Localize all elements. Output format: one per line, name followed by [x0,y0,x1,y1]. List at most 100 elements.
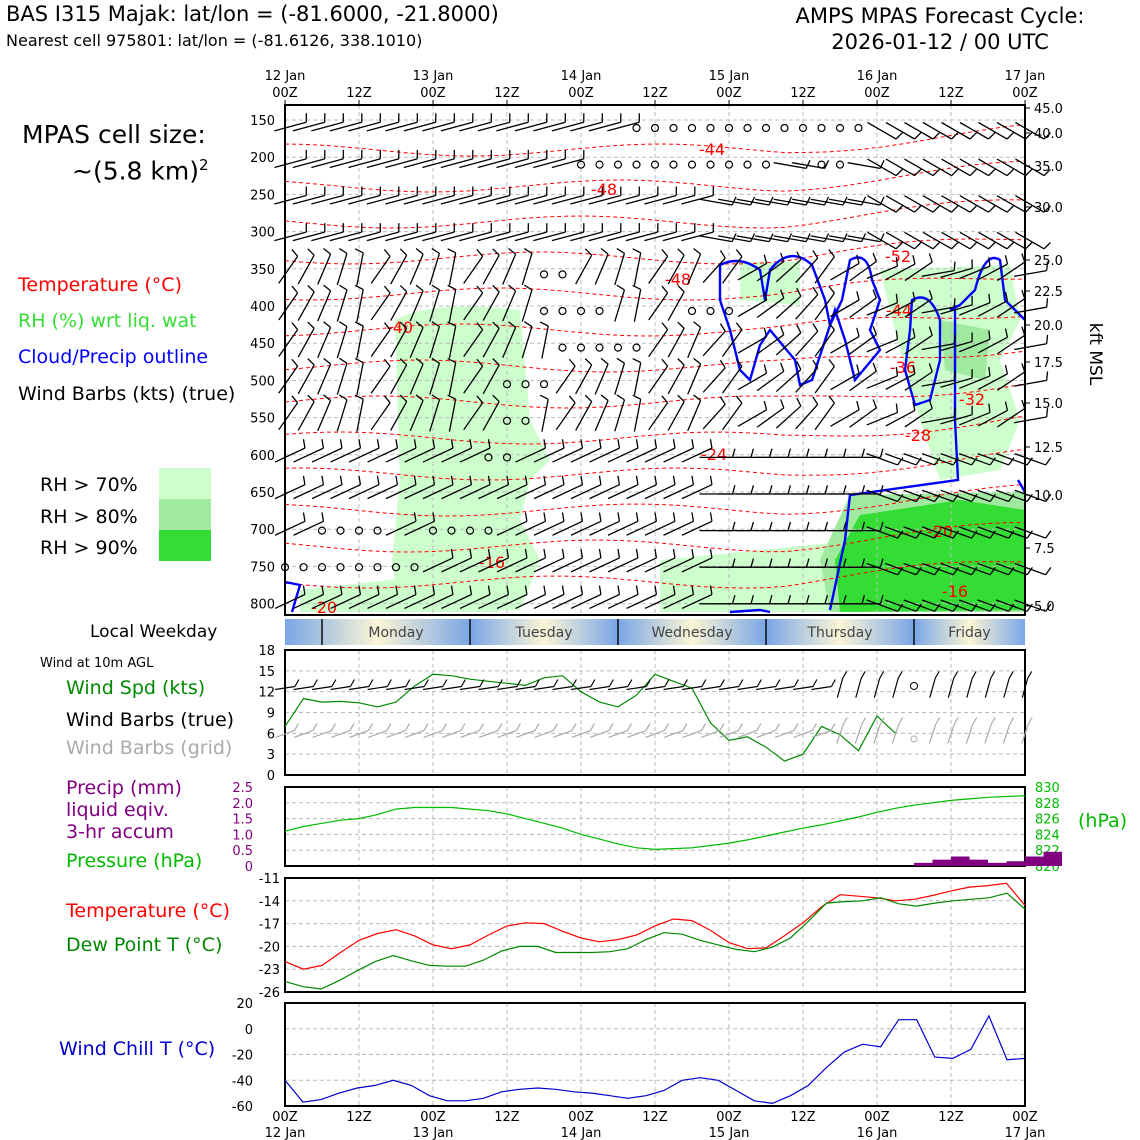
wind-barb-flag [988,330,991,340]
wind-barb [390,291,408,321]
wind-barb [366,158,399,169]
wind-barb [336,253,348,286]
wind-barb-flag [376,585,380,595]
wind-barb [884,489,917,503]
wind-barb [477,194,510,205]
top-hour-tick: 12Z [346,86,372,101]
wind-barb-flag [1045,457,1052,466]
wind-barb [867,231,897,250]
wind-barb-flag [805,485,810,495]
wind-barb-flag [787,233,793,242]
wind-barb-grid [663,730,684,738]
wind-barb-true [1021,678,1029,698]
wind-barb-flag [796,251,802,260]
wind-barb [792,198,825,206]
wind-barb [317,290,332,322]
calm-wind-marker [817,160,826,169]
wind-ytick: 15 [258,665,275,680]
wind-barb [773,235,807,243]
wind-barb-true-flag [479,679,485,687]
wind-barb [297,364,315,395]
wind-barb [663,447,694,463]
wind-barb-true-flag [349,679,355,687]
wind-barb-true [608,685,628,691]
wind-barb-true [719,685,739,691]
wind-barb-true [404,685,425,691]
wind-barb [385,121,418,132]
wind-barb [814,366,835,394]
kft-tick-label: 25.0 [1034,254,1063,269]
cloud-outline-2 [949,256,1026,321]
wind-barb [441,557,472,573]
wind-barb-grid-flag [861,717,867,725]
wind-barb [996,231,1026,250]
wind-barb-flag [677,321,685,329]
wind-barb-flag [735,322,743,331]
wind-barb-flag [506,585,510,595]
wind-barb-flag [677,248,685,256]
wind-barb [614,399,626,432]
wind-barb [921,269,955,277]
wind-barb [903,599,935,612]
kft-tick-label: 45.0 [1034,102,1063,117]
wind-barb-flag [431,321,440,328]
wind-speed-line [284,673,896,762]
wind-barb-grid [984,724,992,744]
wind-barb-flag [1025,132,1033,140]
wind-barb [795,330,819,357]
wind-barb-grid-flag [737,723,743,731]
wind-barb-flag [354,394,364,400]
temperature-contour-7 [284,383,1026,409]
wind-barb [667,254,685,285]
wind-barb-flag [693,321,702,328]
precip-bar [969,859,988,866]
wind-barb [459,194,492,205]
rh70-swatch [159,468,211,499]
wind-barb-grid [811,730,832,738]
wind-barb [429,362,441,395]
calm-wind-marker [687,306,697,316]
wind-barb-flag [989,567,996,576]
wind-barb [702,330,726,357]
wind-barb-flag [691,512,695,522]
wind-barb [297,291,315,321]
wind-barb [463,256,484,284]
wind-barb [329,231,362,242]
wind-barb [390,364,408,395]
wind-barb [849,297,877,318]
wind-barb [995,489,1028,503]
wind-barb-grid [1002,724,1011,744]
wind-barb [496,231,529,242]
wind-barb-flag [915,493,922,502]
wind-barb [1014,416,1047,424]
wind-barb [390,328,408,358]
wind-barb-flag [787,196,793,206]
pressure-unit: (hPa) [1078,810,1128,832]
wind-barb [385,447,417,463]
wind-barb [633,399,642,432]
calm-wind-marker [576,306,586,316]
wind-barb-flag [598,475,602,485]
wind-barb [330,593,361,610]
wind-barb [477,158,510,169]
wind-barb-flag [735,395,743,404]
wind-barb-flag [672,512,676,522]
wind-barb [995,526,1028,539]
calm-wind-marker [576,343,586,352]
wind-barb-flag [805,594,810,604]
wind-barb [849,334,877,355]
wind-barb-grid-flag [645,723,651,731]
wind-barb [941,158,971,177]
wind-barb-flag [617,512,621,522]
wind-barb [356,252,364,286]
calm-wind-marker [724,306,734,316]
wind-barb-true-flag [442,679,448,687]
temperature-contour-label: -48 [591,180,617,199]
weekday-band [470,619,618,645]
wind-barb [978,195,1008,213]
wind-barb [311,593,343,610]
wind-barb-flag [897,457,904,466]
wind-barb [958,562,991,576]
wind-barb [390,254,408,285]
temperature-line [284,882,1026,970]
